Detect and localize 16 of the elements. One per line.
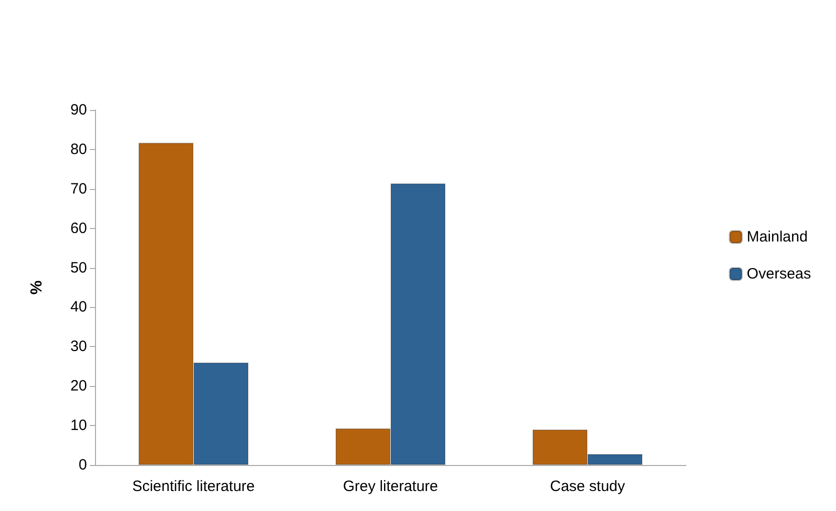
y-tick-label: 50 <box>70 259 87 276</box>
y-tick-label: 0 <box>78 456 87 474</box>
y-axis-title: % <box>28 280 46 295</box>
y-tick-label: 70 <box>70 180 87 198</box>
legend-label: Mainland <box>746 228 808 246</box>
y-tick-label: 60 <box>70 220 87 237</box>
y-tick-label: 40 <box>70 298 87 316</box>
x-tick-label: Grey literature <box>342 478 438 495</box>
y-tick-label: 10 <box>70 417 87 434</box>
y-tick-label: 90 <box>70 102 87 118</box>
x-tick-label: Scientific literature <box>132 478 255 495</box>
x-tick-label: Case study <box>550 478 626 495</box>
y-tick-label: 80 <box>70 140 87 158</box>
y-tick-label: 20 <box>70 378 87 395</box>
legend-label: Overseas <box>746 266 812 282</box>
y-tick-label: 30 <box>70 338 87 356</box>
